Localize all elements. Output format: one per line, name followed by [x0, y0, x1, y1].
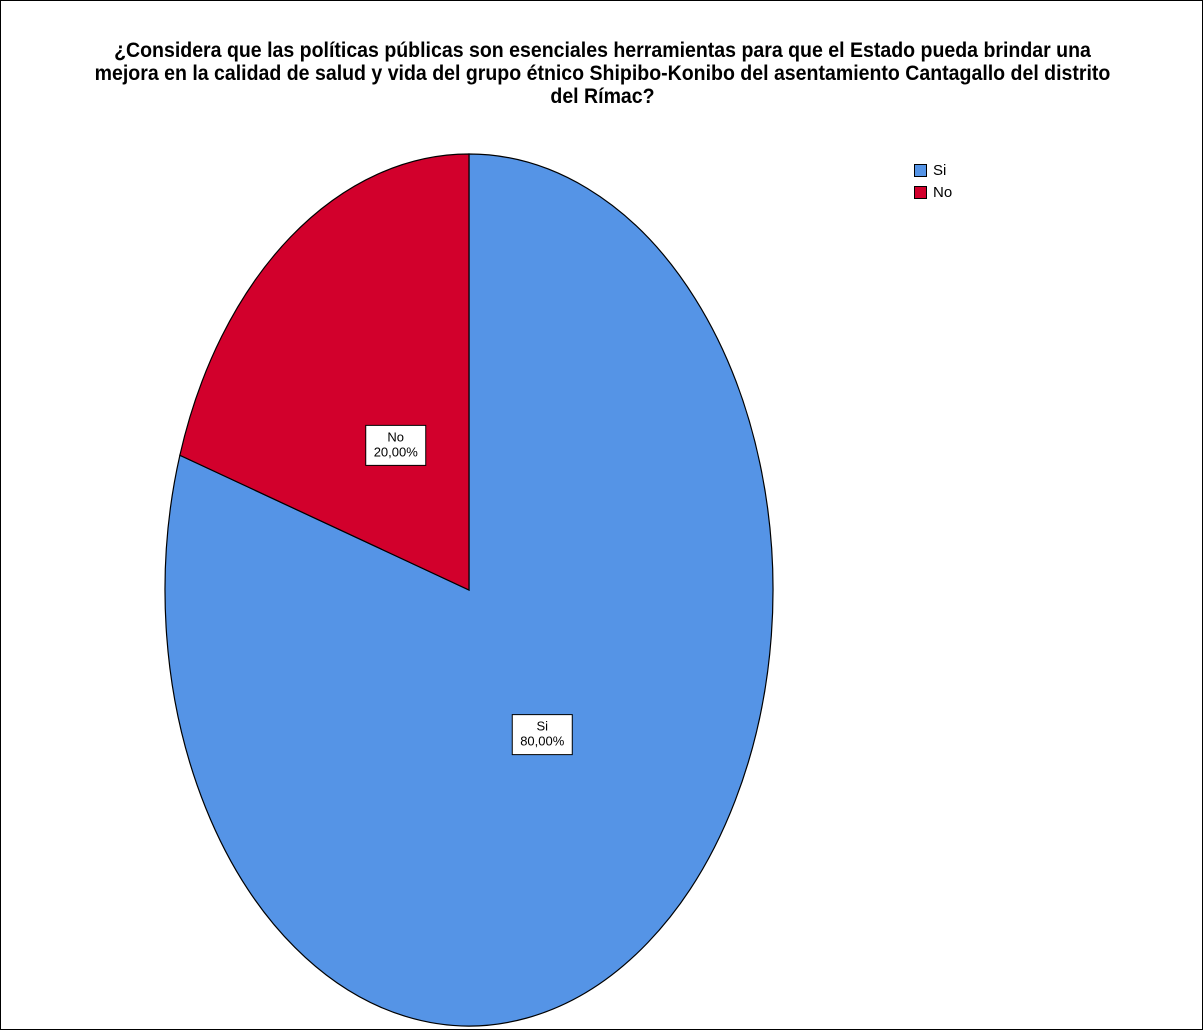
chart-title-line-2: mejora en la calidad de salud y vida del… — [94, 62, 1111, 85]
chart-title-line-1: ¿Considera que las políticas públicas so… — [114, 39, 1091, 62]
legend-swatch-si — [914, 163, 927, 177]
slice-label-box — [365, 424, 427, 466]
pie-slice-si — [164, 153, 774, 1027]
slice-label-percent: 80,00% — [520, 734, 565, 749]
legend-item-no: No — [914, 181, 952, 203]
legend-item-si: Si — [914, 159, 952, 181]
pie-slice-no — [179, 153, 470, 591]
slice-label-category: No — [387, 429, 404, 444]
legend-label-no: No — [933, 183, 953, 201]
legend-label-si: Si — [933, 161, 947, 179]
slice-label-box — [511, 714, 573, 756]
slice-label-category: Si — [536, 719, 548, 734]
chart-title-line-3: del Rímac? — [550, 85, 655, 108]
slice-label-percent: 20,00% — [374, 444, 419, 459]
legend-swatch-no — [914, 185, 927, 199]
chart-legend: Si No — [914, 159, 952, 203]
chart-title: ¿Considera que las políticas públicas so… — [52, 39, 1152, 108]
